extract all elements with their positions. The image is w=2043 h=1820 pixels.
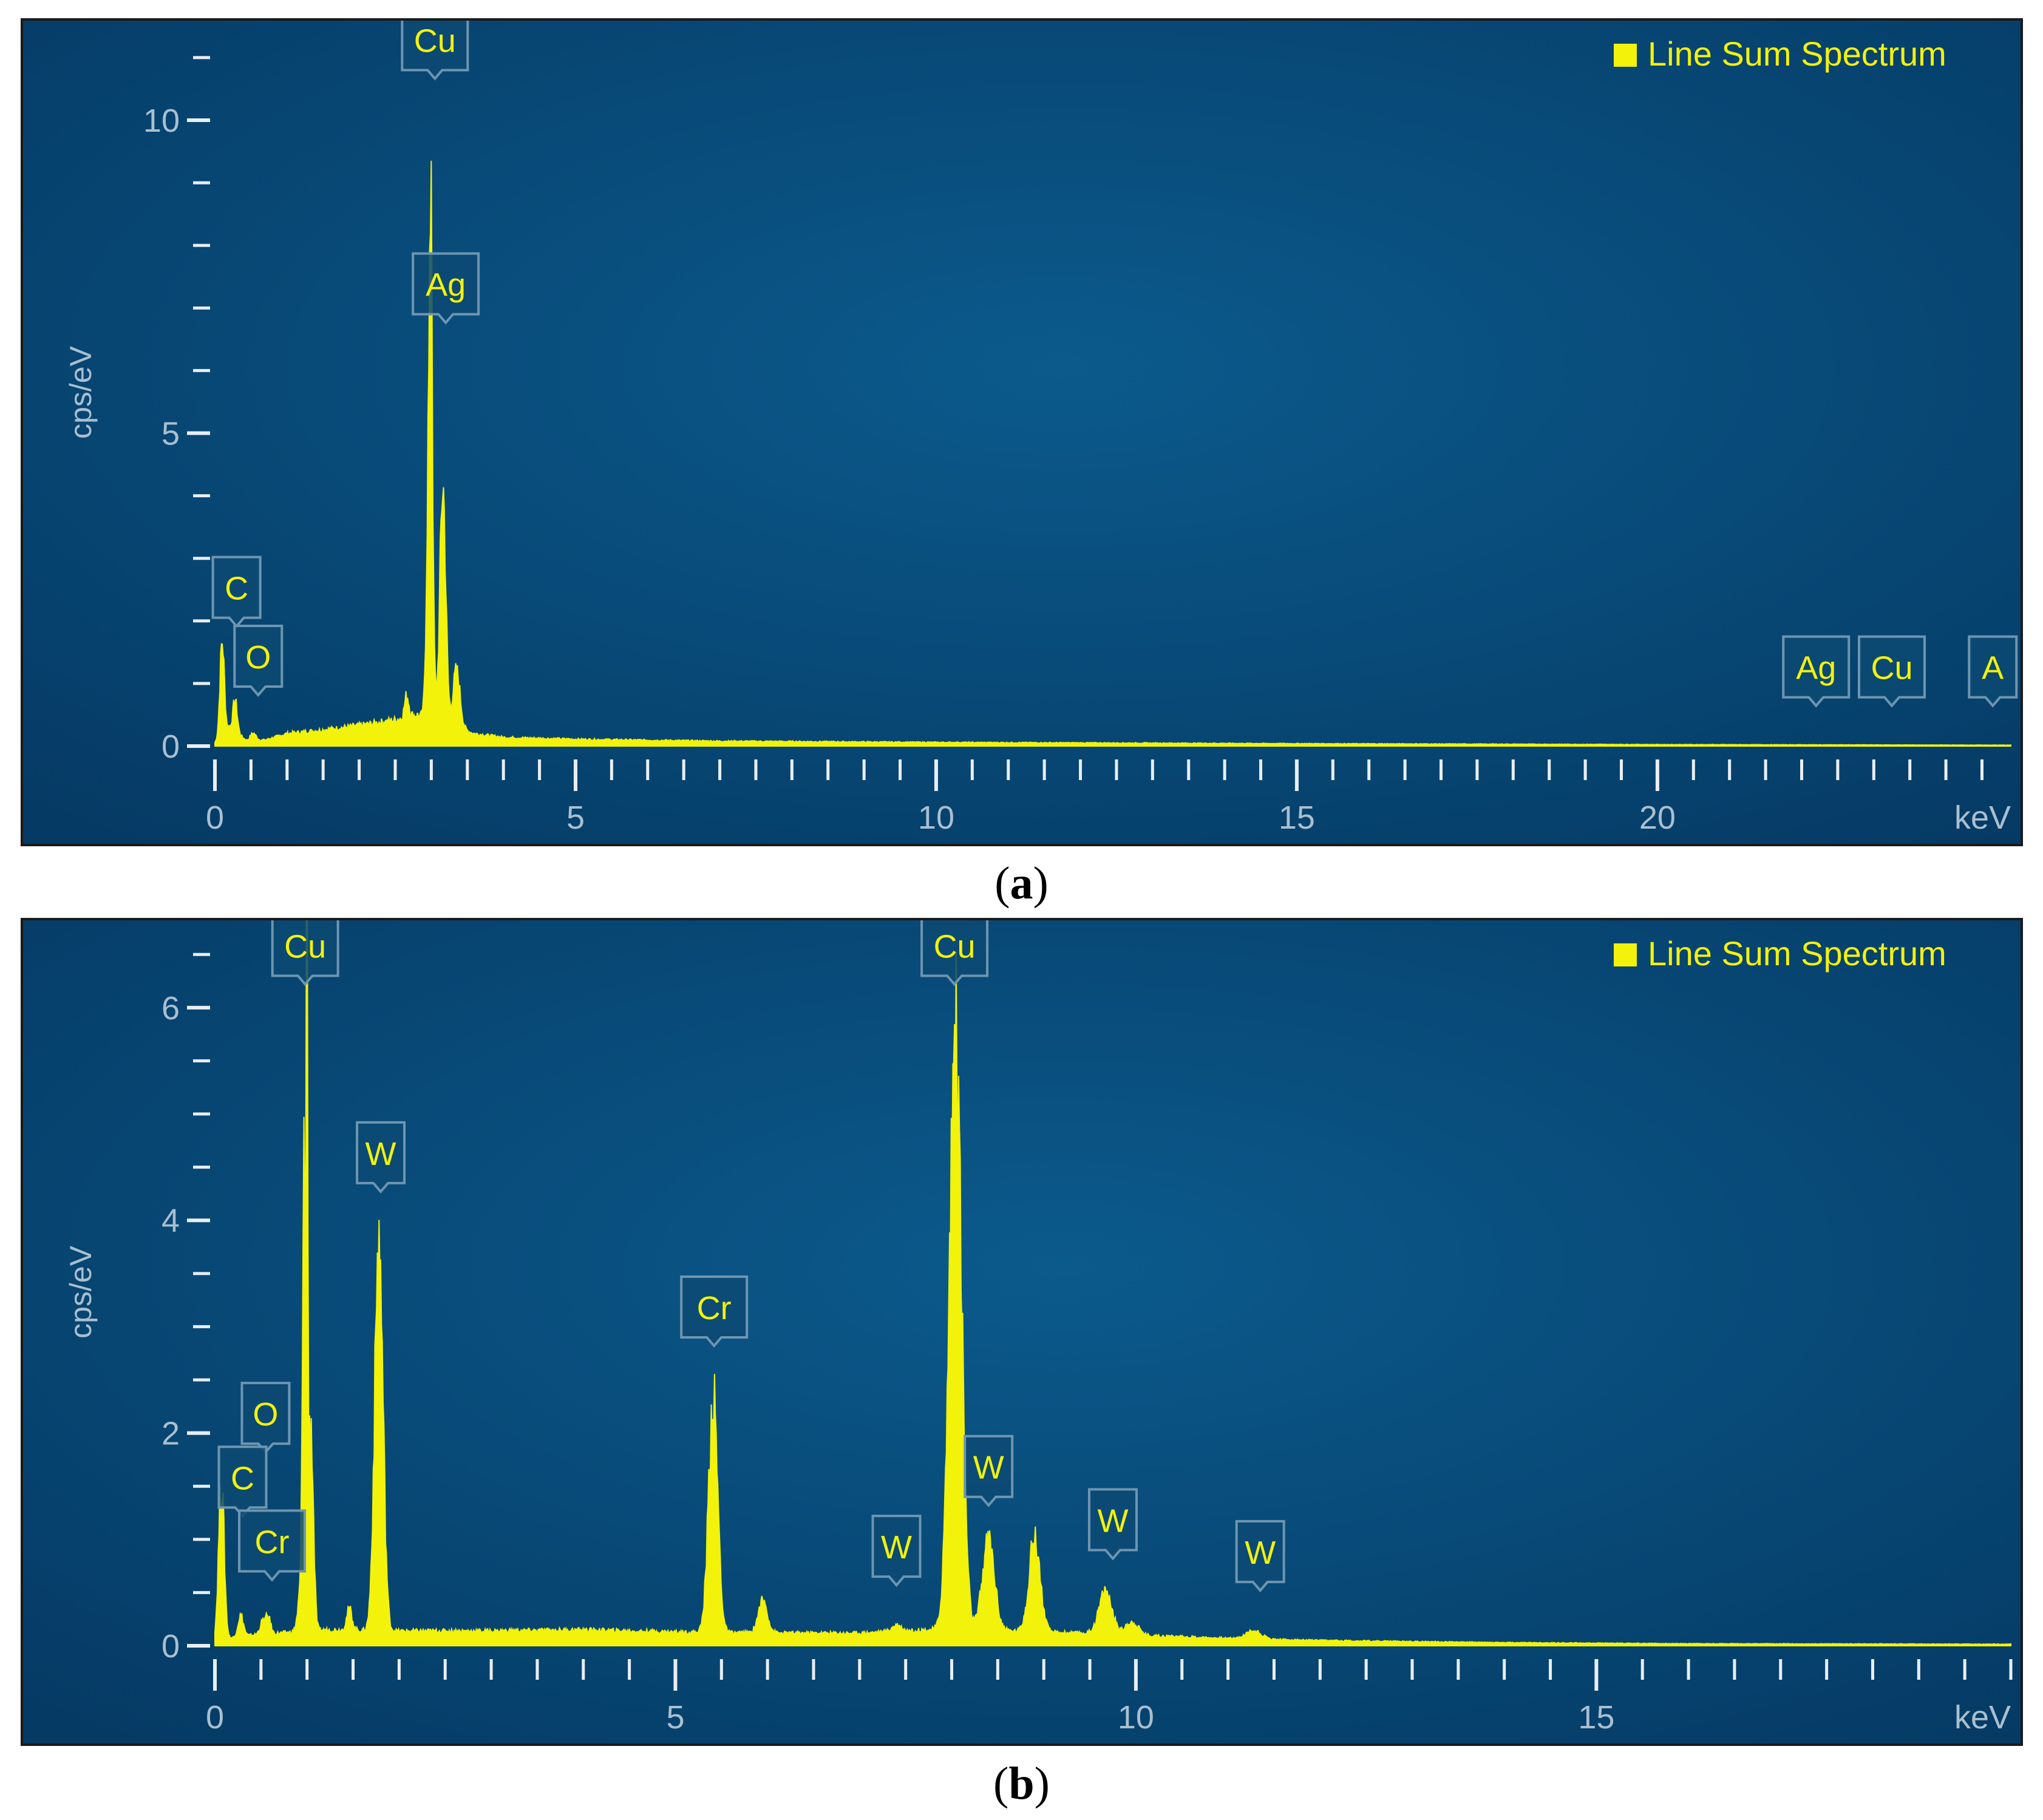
spectrum-chart-b: 0 2 4 6 cps/eV 0 5 10 15 keV Line Sum Spectrum Cu W O… [23, 920, 2021, 1744]
x-axis-unit: keV [1954, 1699, 2011, 1736]
peak-label-text: Ag [1796, 650, 1836, 687]
peak-label-box [871, 1515, 922, 1587]
x-tick-label: 5 [566, 800, 585, 836]
x-tick-label: 15 [1578, 1699, 1614, 1736]
y-axis-label: cps/eV [64, 345, 98, 439]
x-tick-label: 0 [206, 800, 224, 836]
spectrum-chart-a: 0 5 10 cps/eV 0 5 10 15 20 keV Line Sum Spectrum Cu… [23, 21, 2021, 844]
spectrum-series [214, 160, 2011, 747]
peak-label-text: O [245, 639, 271, 676]
peak-label: Cu [401, 21, 469, 81]
caption-b: (b) [993, 1758, 1050, 1809]
x-tick-label: 15 [1279, 800, 1315, 836]
peak-label-box [1782, 635, 1851, 708]
peak-label-text: Cu [414, 23, 456, 59]
peak-label-box [1235, 1519, 1285, 1592]
peak-label-text: W [1245, 1535, 1276, 1571]
peak-label-box [238, 1509, 307, 1582]
peak-label-box [401, 21, 469, 81]
x-tick-label: 5 [666, 1699, 684, 1736]
peak-label-text: W [365, 1136, 396, 1172]
peak-label: Cu [1857, 635, 1926, 708]
peak-label: W [1235, 1519, 1285, 1592]
peak-label: Ag [412, 252, 480, 325]
peak-label: O [233, 625, 284, 698]
y-tick-label: 4 [161, 1203, 180, 1239]
y-axis-label: cps/eV [64, 1245, 98, 1339]
y-tick-label: 10 [143, 103, 180, 139]
peak-label: W [356, 1121, 406, 1194]
y-tick-label: 6 [161, 990, 180, 1027]
peak-label: Cu [920, 920, 989, 986]
y-tick-label: 5 [161, 416, 180, 452]
peak-label: Cr [680, 1275, 749, 1348]
plot-background [23, 920, 2021, 1744]
legend-swatch [1614, 44, 1637, 67]
x-tick-label: 10 [918, 800, 954, 836]
peak-label: Ag [1782, 635, 1851, 708]
caption-a: (a) [994, 858, 1049, 909]
peak-label-text: W [1098, 1503, 1129, 1539]
peak-label: O [240, 1382, 291, 1455]
legend: Line Sum Spectrum [1614, 35, 1946, 73]
peak-label-text: Ag [426, 267, 466, 304]
peak-label-box [412, 252, 480, 325]
peak-label-box [356, 1121, 406, 1194]
peak-label-text: A [1982, 650, 2004, 687]
peak-label: Cr [238, 1509, 307, 1582]
peak-label-text: Cu [934, 928, 976, 965]
x-tick-label: 0 [206, 1699, 224, 1736]
peak-label-box [1968, 635, 2018, 708]
peak-label-text: Cu [1871, 650, 1912, 687]
spectrum-panel-a: 0 5 10 cps/eV 0 5 10 15 20 keV Line Sum Spectrum Cu… [21, 18, 2023, 846]
peak-label: W [871, 1515, 922, 1587]
peak-label: W [1088, 1488, 1138, 1561]
peak-label: C [211, 555, 262, 628]
peak-label-box [211, 555, 262, 628]
peak-label: C [217, 1445, 268, 1518]
plot-background [23, 21, 2021, 844]
legend-label: Line Sum Spectrum [1648, 35, 1946, 73]
peak-label-text: Cr [255, 1524, 290, 1560]
legend-label: Line Sum Spectrum [1648, 934, 1946, 973]
x-axis-unit: keV [1954, 800, 2011, 836]
peak-label-text: C [231, 1460, 254, 1496]
spectrum-series [214, 920, 2011, 1646]
peak-label-text: W [881, 1529, 912, 1566]
peak-label-box [964, 1435, 1014, 1507]
peak-label-box [1088, 1488, 1138, 1561]
peak-label-box [920, 920, 989, 986]
peak-label: A [1968, 635, 2018, 708]
y-tick-label: 0 [161, 728, 180, 765]
y-tick-label: 0 [161, 1628, 180, 1665]
x-tick-label: 10 [1118, 1699, 1154, 1736]
peak-label-box [240, 1382, 291, 1455]
peak-label-box [233, 625, 284, 698]
peak-label-text: W [973, 1450, 1004, 1486]
legend: Line Sum Spectrum [1614, 934, 1946, 973]
peak-label-text: Cu [284, 928, 326, 965]
peak-label-box [680, 1275, 749, 1348]
peak-label-box [271, 920, 339, 986]
y-tick-label: 2 [161, 1416, 180, 1452]
peak-label-box [1857, 635, 1926, 708]
peak-label-text: Cr [697, 1290, 732, 1326]
x-tick-label: 20 [1639, 800, 1676, 836]
peak-label: Cu [271, 920, 339, 986]
peak-label: W [964, 1435, 1014, 1507]
spectrum-panel-b: 0 2 4 6 cps/eV 0 5 10 15 keV Line Sum Spectrum Cu W O… [21, 918, 2023, 1746]
legend-swatch [1614, 943, 1637, 966]
peak-label-text: C [225, 571, 248, 607]
peak-label-text: O [253, 1396, 278, 1433]
